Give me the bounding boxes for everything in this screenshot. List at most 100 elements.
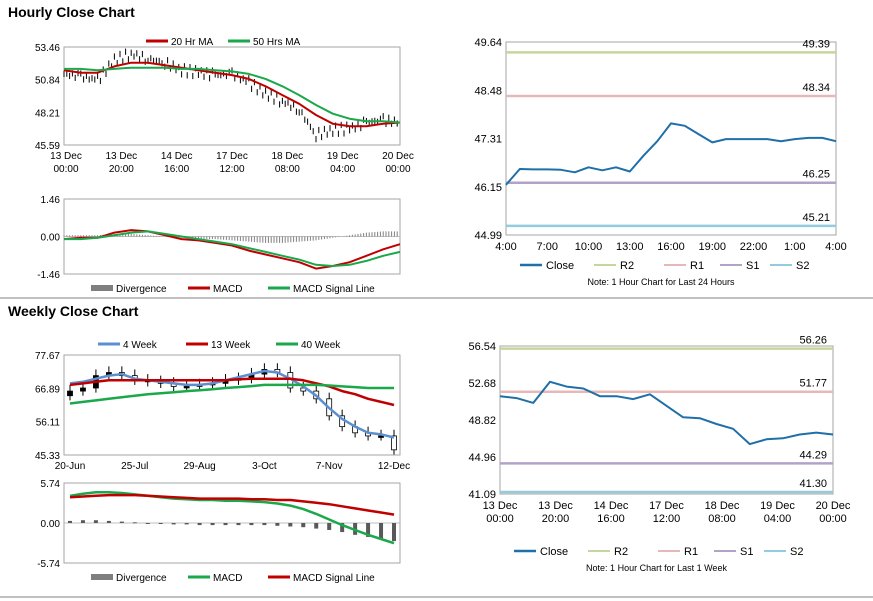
weekly-levels-ytick: 52.68 [468, 378, 496, 390]
hourly-levels-note: Note: 1 Hour Chart for Last 24 Hours [587, 277, 735, 287]
hourly-levels-legend-label-s2: S2 [796, 260, 809, 272]
legend-label-13week: 13 Week [211, 340, 251, 351]
legend-label-weekly-macd-signal: MACD Signal Line [293, 573, 375, 584]
hourly-price-xtick-time: 08:00 [275, 164, 300, 175]
weekly-section-title: Weekly Close Chart [8, 303, 139, 319]
hourly-levels-xtick: 16:00 [657, 241, 685, 253]
weekly-divergence-bar [314, 523, 319, 529]
weekly-levels-ytick: 44.96 [468, 452, 496, 464]
weekly-levels-xtick-time: 00:00 [819, 513, 847, 525]
weekly-divergence-bar [275, 523, 280, 526]
weekly-levels-plot-frame [499, 345, 834, 495]
hourly-price-xtick-time: 16:00 [164, 164, 189, 175]
weekly-divergence-bar [197, 523, 202, 526]
weekly-levels-close-line [499, 380, 834, 446]
weekly-price-ytick: 77.67 [35, 351, 60, 362]
hourly-levels-xtick: 1:00 [784, 241, 805, 253]
hourly-section-title: Hourly Close Chart [8, 4, 135, 20]
hourly-levels-legend-label-r1: R1 [690, 260, 704, 272]
weekly-macd-ytick: -5.74 [37, 559, 60, 570]
legend-label-40week: 40 Week [301, 340, 341, 351]
weekly-levels-legend-label-r1: R1 [684, 546, 698, 558]
weekly-divergence-bar [249, 523, 254, 526]
weekly-levels-xtick-date: 13 Dec [538, 500, 573, 512]
hourly-levels-ytick: 48.48 [474, 85, 502, 97]
hourly-macd-ytick: 1.46 [41, 195, 61, 206]
weekly-levels-r2-level-label: 56.26 [799, 335, 827, 347]
hourly-price-xtick-time: 00:00 [385, 164, 410, 175]
hourly-levels-close-line [505, 122, 837, 186]
weekly-levels-ytick: 41.09 [468, 489, 496, 501]
weekly-levels-legend-label-s1: S1 [740, 546, 753, 558]
weekly-price-xtick: 12-Dec [378, 461, 410, 472]
weekly-price-xtick: 25-Jul [121, 461, 148, 472]
legend-swatch-weekly-divergence [91, 574, 113, 580]
legend-label-macd: MACD [213, 284, 242, 295]
weekly-divergence-bar [145, 523, 150, 524]
hourly-price-xtick-time: 00:00 [53, 164, 78, 175]
hourly-20hr-ma-line [63, 61, 401, 128]
hourly-price-xtick-date: 20 Dec [382, 151, 414, 162]
weekly-macd-signal-line [69, 493, 395, 516]
weekly-candle-body [183, 386, 190, 389]
hourly-price-xtick-date: 19 Dec [327, 151, 359, 162]
weekly-13week-ma-line [69, 377, 395, 407]
weekly-levels-s2-level-label: 41.30 [799, 478, 827, 490]
weekly-macd-ytick: 5.74 [41, 479, 61, 490]
hourly-price-xtick-date: 17 Dec [216, 151, 248, 162]
weekly-levels-xtick-date: 19 Dec [760, 500, 795, 512]
hourly-levels-s2-level-label: 45.21 [802, 212, 830, 224]
weekly-divergence-bar [392, 523, 396, 542]
legend-label-4week: 4 Week [123, 340, 158, 351]
weekly-divergence-bar [106, 520, 111, 523]
legend-label-macd-signal: MACD Signal Line [293, 284, 375, 295]
hourly-price-ytick: 48.21 [35, 108, 60, 119]
weekly-40week-ma-line [69, 383, 394, 405]
hourly-price-ytick: 45.59 [35, 141, 60, 152]
hourly-levels-xtick: 7:00 [537, 241, 558, 253]
hourly-levels-ytick: 49.64 [474, 37, 502, 49]
weekly-candle-body [67, 390, 73, 397]
weekly-macd-ytick: 0.00 [41, 519, 61, 530]
weekly-price-xtick: 29-Aug [183, 461, 215, 472]
hourly-levels-legend-label-close: Close [546, 260, 574, 272]
weekly-levels-legend-label-close: Close [540, 546, 568, 558]
weekly-divergence-bar [132, 522, 137, 524]
weekly-divergence-bar [80, 520, 85, 523]
weekly-levels-legend-label-s2: S2 [790, 546, 803, 558]
weekly-levels-ytick: 48.82 [468, 415, 496, 427]
hourly-levels-r1-level-label: 48.34 [802, 82, 830, 94]
hourly-price-xtick-time: 04:00 [330, 164, 355, 175]
weekly-price-xtick: 3-Oct [252, 461, 277, 472]
hourly-levels-r2-level-label: 49.39 [802, 38, 830, 50]
hourly-levels-ytick: 44.99 [474, 230, 502, 242]
weekly-divergence-bar [93, 520, 98, 523]
hourly-levels-s1-level-label: 46.25 [802, 169, 830, 181]
hourly-levels-legend-label-r2: R2 [620, 260, 634, 272]
weekly-candle-body [391, 435, 397, 451]
weekly-price-ytick: 66.89 [35, 384, 60, 395]
weekly-divergence-bar [236, 523, 241, 526]
weekly-candle-body [378, 435, 384, 438]
weekly-divergence-bar [327, 523, 332, 530]
weekly-levels-ytick: 56.54 [468, 341, 496, 353]
weekly-levels-legend-label-r2: R2 [614, 546, 628, 558]
weekly-price-ytick: 45.33 [35, 451, 60, 462]
hourly-price-ytick: 53.46 [35, 43, 60, 54]
hourly-levels-xtick: 4:00 [495, 241, 516, 253]
weekly-divergence-bar [158, 523, 163, 524]
hourly-levels-legend-label-s1: S1 [746, 260, 759, 272]
weekly-levels-xtick-time: 20:00 [542, 513, 570, 525]
hourly-levels-xtick: 10:00 [575, 241, 603, 253]
weekly-divergence-bar [340, 523, 345, 533]
weekly-levels-xtick-date: 20 Dec [816, 500, 851, 512]
weekly-divergence-bar [301, 523, 306, 528]
hourly-price-xtick-time: 12:00 [219, 164, 244, 175]
weekly-divergence-bar [184, 523, 189, 525]
weekly-divergence-bar [366, 523, 371, 537]
weekly-levels-xtick-time: 16:00 [597, 513, 625, 525]
weekly-divergence-bar [171, 523, 176, 525]
weekly-levels-xtick-time: 04:00 [764, 513, 792, 525]
hourly-price-plot-frame [63, 46, 401, 146]
weekly-price-ytick: 56.11 [36, 418, 61, 429]
